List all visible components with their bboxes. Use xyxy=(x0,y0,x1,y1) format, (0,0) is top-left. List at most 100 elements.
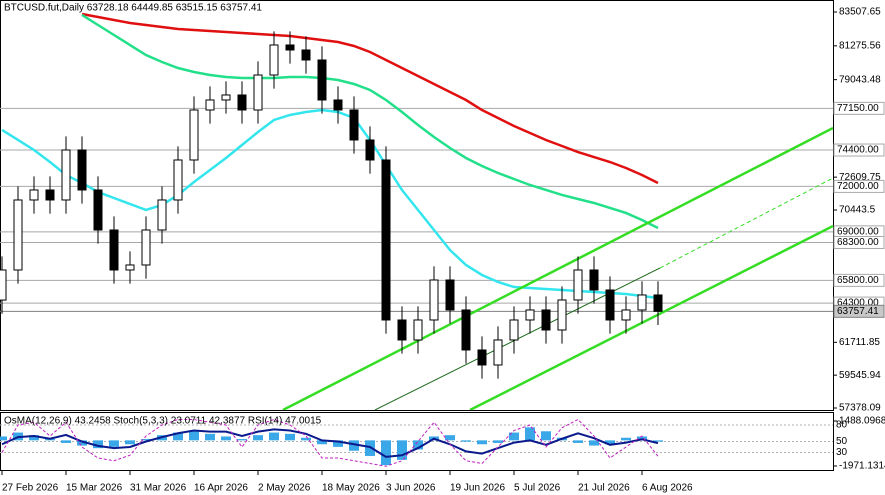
histogram-bar xyxy=(573,440,583,443)
histogram-bar xyxy=(605,440,615,445)
level-label-box xyxy=(833,273,885,287)
osc-level-label: 80 xyxy=(836,420,848,431)
histogram-bar xyxy=(541,431,551,441)
histogram-bar xyxy=(461,440,471,442)
candle-body xyxy=(445,279,455,311)
candle-body xyxy=(461,309,471,351)
y-tick-label: 59545.94 xyxy=(839,370,881,381)
candle-body xyxy=(93,189,103,231)
oscillator-title: OsMA(12,26,9) 43.2458 Stoch(5,3,3) 23.07… xyxy=(4,416,322,427)
candle-body xyxy=(525,309,535,321)
candle-body xyxy=(653,294,663,312)
histogram-bar xyxy=(589,440,599,446)
x-tick-label: 31 Mar 2026 xyxy=(130,483,187,494)
level-label-box xyxy=(833,143,885,157)
histogram-bar xyxy=(61,440,71,443)
candle-body xyxy=(333,99,343,111)
candle-body xyxy=(349,109,359,141)
last-price-label: 63757.41 xyxy=(837,306,879,317)
candle-body xyxy=(77,149,87,191)
candle-body xyxy=(429,279,439,321)
histogram-bar xyxy=(93,440,103,449)
histogram-bar xyxy=(173,432,183,441)
histogram-bar xyxy=(77,440,87,446)
candle-body xyxy=(173,159,183,201)
candle-body xyxy=(205,99,215,111)
chart-title: BTCUSD.fut,Daily 63728.18 64449.85 63515… xyxy=(4,3,262,14)
histogram-bar xyxy=(653,440,663,442)
osc-level-label: 50 xyxy=(836,436,848,447)
oscillator-line xyxy=(1,418,659,467)
candle-body xyxy=(13,199,23,271)
candle-body xyxy=(381,159,391,321)
candle-body xyxy=(317,59,327,101)
candle-body xyxy=(253,74,263,111)
histogram-bar xyxy=(253,435,263,441)
level-label-box xyxy=(833,235,885,249)
candle-body xyxy=(141,229,151,266)
histogram-bar xyxy=(333,440,343,447)
candle-body xyxy=(157,199,167,231)
histogram-bar xyxy=(349,440,359,451)
oscillator-line xyxy=(1,428,659,458)
y-tick-label: 81275.56 xyxy=(839,40,881,51)
candle-body xyxy=(237,94,247,111)
y-tick-label: 83507.65 xyxy=(839,7,881,18)
trend-line xyxy=(659,177,833,269)
level-label: 68300.00 xyxy=(837,237,879,248)
level-label: 72000.00 xyxy=(837,181,879,192)
histogram-bar xyxy=(109,440,119,447)
x-tick-label: 27 Feb 2026 xyxy=(2,483,59,494)
candle-body xyxy=(541,309,551,331)
osc-level-label: 30 xyxy=(836,447,848,458)
candle-body xyxy=(605,289,615,321)
candle-body xyxy=(477,349,487,366)
last-price-box xyxy=(833,304,885,318)
y-tick-label: 70443.5 xyxy=(839,205,876,216)
candle-body xyxy=(221,94,231,101)
histogram-bar xyxy=(493,440,503,443)
candle-body xyxy=(269,44,279,76)
main-panel xyxy=(0,0,834,411)
candle-body xyxy=(557,299,567,331)
x-tick-label: 19 Jun 2026 xyxy=(450,483,505,494)
histogram-bar xyxy=(317,440,327,445)
osc-tick-label: -1971.1314 xyxy=(839,461,885,472)
x-tick-label: 3 Jun 2026 xyxy=(386,483,436,494)
moving-average xyxy=(81,13,659,230)
histogram-bar xyxy=(621,437,631,441)
histogram-bar xyxy=(237,439,247,441)
x-tick-label: 15 Mar 2026 xyxy=(66,483,123,494)
main-plot xyxy=(0,12,833,410)
candle-body xyxy=(125,264,135,271)
level-label: 65800.00 xyxy=(837,275,879,286)
moving-average xyxy=(1,108,659,300)
histogram-bar xyxy=(285,433,295,441)
candle-body xyxy=(285,44,295,51)
candle-body xyxy=(589,269,599,291)
histogram-bar xyxy=(269,432,279,441)
histogram-bar xyxy=(413,440,423,450)
osc-tick-label: 1488.0968 xyxy=(839,416,885,427)
y-tick-label: 61711.85 xyxy=(839,337,880,348)
histogram-bar xyxy=(189,431,199,441)
candle-body xyxy=(573,269,583,301)
candle-body xyxy=(365,139,375,161)
histogram-bar xyxy=(397,440,407,460)
candle-body xyxy=(397,319,407,341)
candle-body xyxy=(61,149,71,201)
histogram-bar xyxy=(445,435,455,441)
candle-body xyxy=(45,189,55,201)
level-label: 77150.00 xyxy=(837,103,879,114)
histogram-bar xyxy=(205,433,215,441)
level-label: 64300.00 xyxy=(837,298,879,309)
histogram-bar xyxy=(381,440,391,466)
histogram-bar xyxy=(141,439,151,441)
y-tick-label: 57378.09 xyxy=(839,403,881,414)
axes: 83507.65 81275.56 79043.48 72609.75 70443.5 6… xyxy=(1,7,885,494)
histogram-bar xyxy=(525,427,535,441)
y-tick-label: 79043.48 xyxy=(839,74,881,85)
candle-body xyxy=(621,309,631,321)
histogram-bar xyxy=(125,440,135,445)
